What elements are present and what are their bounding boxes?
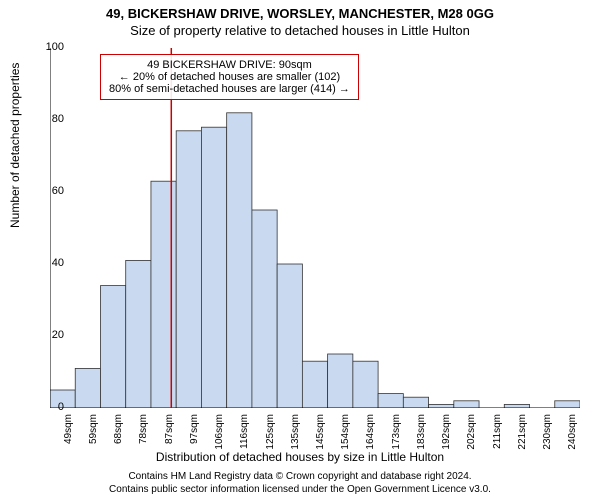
y-axis-label: Number of detached properties: [8, 63, 22, 228]
histogram-svg: [50, 48, 580, 408]
y-tick-label: 0: [34, 401, 64, 413]
footer: Contains HM Land Registry data © Crown c…: [0, 470, 600, 496]
callout-line1: 49 BICKERSHAW DRIVE: 90sqm: [109, 59, 350, 71]
y-tick-label: 80: [34, 113, 64, 125]
footer-line2: Contains public sector information licen…: [0, 483, 600, 496]
footer-line1: Contains HM Land Registry data © Crown c…: [0, 470, 600, 483]
chart-subtitle: Size of property relative to detached ho…: [0, 21, 600, 38]
chart-title: 49, BICKERSHAW DRIVE, WORSLEY, MANCHESTE…: [0, 0, 600, 21]
chart-plot-area: 49 BICKERSHAW DRIVE: 90sqm ← 20% of deta…: [50, 48, 580, 408]
callout-line3: 80% of semi-detached houses are larger (…: [109, 83, 350, 95]
callout-box: 49 BICKERSHAW DRIVE: 90sqm ← 20% of deta…: [100, 54, 359, 100]
y-tick-label: 60: [34, 185, 64, 197]
x-axis-label: Distribution of detached houses by size …: [0, 450, 600, 464]
y-tick-label: 20: [34, 329, 64, 341]
callout-line2: ← 20% of detached houses are smaller (10…: [109, 71, 350, 83]
chart-container: { "title": "49, BICKERSHAW DRIVE, WORSLE…: [0, 0, 600, 500]
y-tick-label: 40: [34, 257, 64, 269]
y-tick-label: 100: [34, 41, 64, 53]
